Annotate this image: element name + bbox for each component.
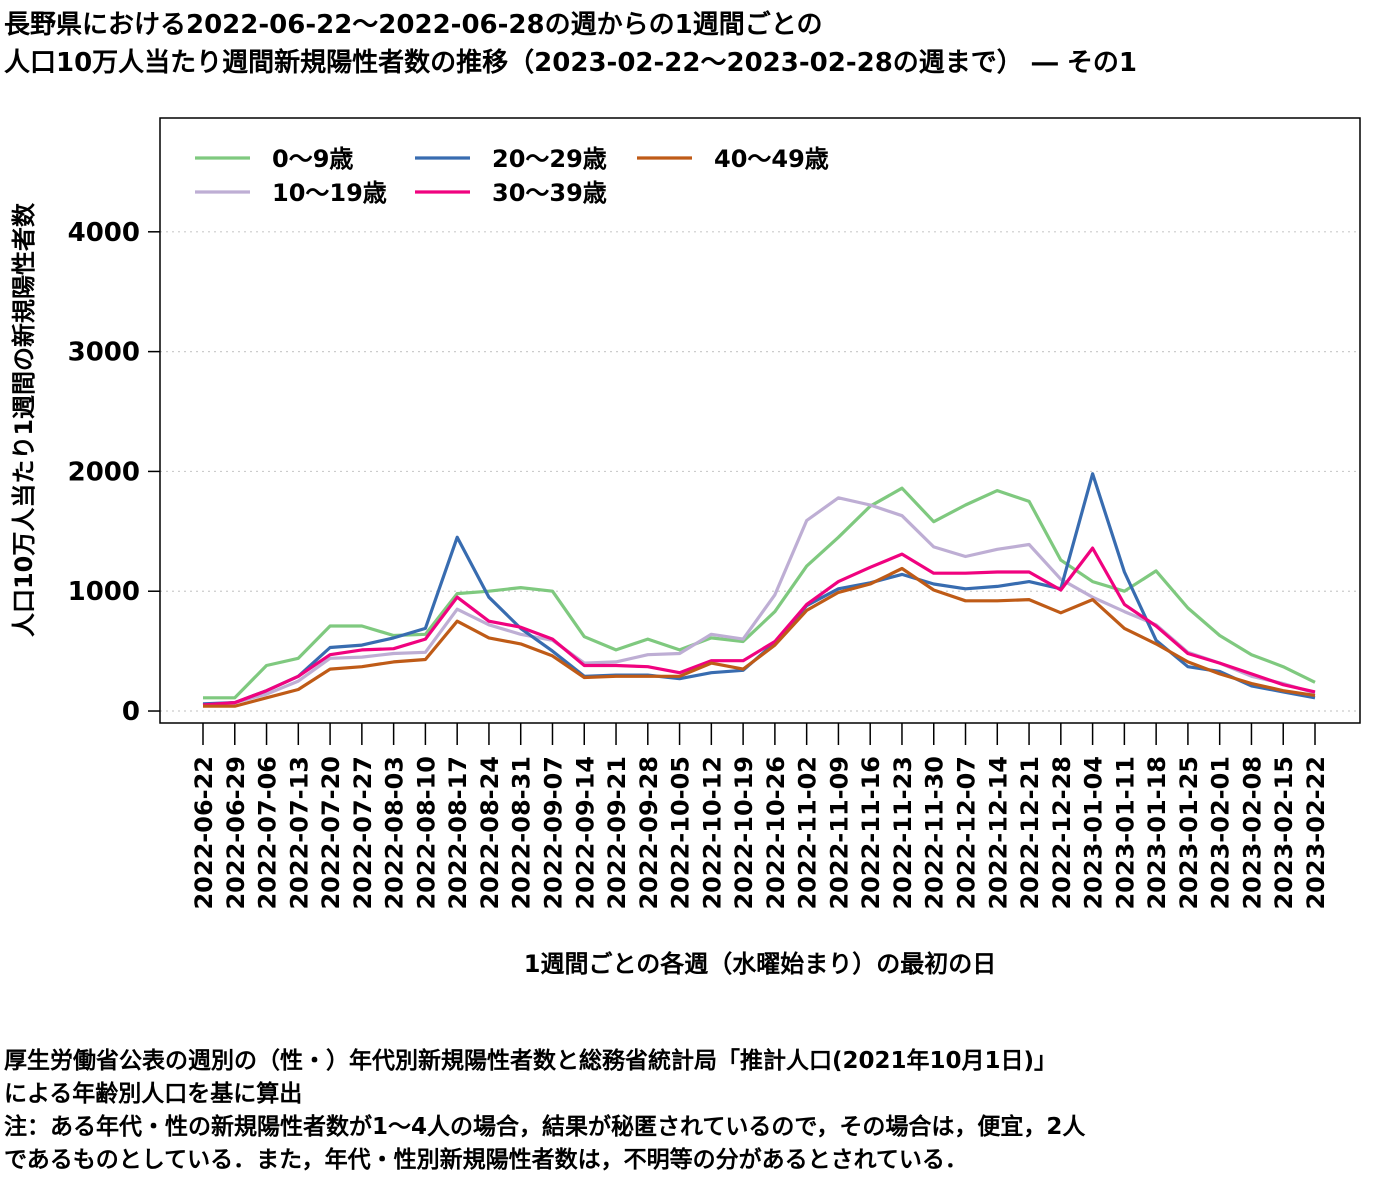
series-line: [203, 486, 1316, 700]
chart-title-line1: 長野県における2022-06-22～2022-06-28の週からの1週間ごとの: [4, 10, 823, 40]
y-axis: 0 1000 2000 3000 4000: [68, 218, 160, 727]
x-tick-label: 2022-10-19: [730, 756, 758, 910]
x-tick-label: 2023-01-04: [1080, 756, 1108, 910]
x-tick-label: 2022-11-16: [857, 756, 885, 910]
x-tick-label: 2022-10-26: [762, 756, 790, 910]
legend-label: 10～19歳: [272, 179, 387, 207]
note-line-2: による年齢別人口を基に算出: [4, 1081, 303, 1107]
x-tick-label: 2022-11-30: [921, 756, 949, 910]
x-tick-label: 2022-11-02: [794, 756, 822, 910]
x-tick-label: 2022-09-07: [539, 756, 567, 910]
legend-label: 20～29歳: [492, 145, 607, 173]
x-tick-label: 2023-01-18: [1143, 756, 1171, 910]
x-axis-label: 1週間ごとの各週（水曜始まり）の最初の日: [524, 950, 996, 978]
series-line: [203, 566, 1316, 708]
x-tick-label: 2022-06-29: [222, 756, 250, 910]
y-tick-label: 2000: [68, 457, 140, 487]
x-tick-label: 2023-01-11: [1111, 756, 1139, 910]
series-line: [202, 546, 1316, 707]
x-tick-label: 2022-12-14: [984, 756, 1012, 910]
legend: 0～9歳 10～19歳 20～29歳 30～39歳 40～49歳: [195, 145, 829, 207]
legend-label: 40～49歳: [714, 145, 829, 173]
x-tick-label: 2022-08-10: [412, 756, 440, 910]
note-line-3: 注：ある年代・性の新規陽性者数が1～4人の場合，結果が秘匿されているので，その場…: [4, 1114, 1086, 1140]
x-tick-label: 2022-08-24: [476, 756, 504, 910]
x-axis: 2022-06-22 2022-06-29 2022-07-06 2022-07-13…: [190, 723, 1330, 910]
legend-label: 0～9歳: [272, 145, 353, 173]
x-tick-label: 2022-09-14: [571, 756, 599, 910]
x-tick-label: 2022-12-21: [1016, 756, 1044, 910]
x-tick-label: 2022-08-31: [508, 756, 536, 910]
x-tick-label: 2022-07-20: [317, 756, 345, 910]
y-tick-label: 3000: [68, 338, 140, 368]
x-tick-label: 2022-10-05: [667, 756, 695, 910]
series-lines: [202, 472, 1316, 708]
note-line-4: であるものとしている．また，年代・性別新規陽性者数は，不明等の分があるとされてい…: [4, 1147, 968, 1173]
x-tick-label: 2022-07-27: [349, 756, 377, 910]
x-tick-label: 2022-07-06: [254, 756, 282, 910]
x-tick-label: 2022-10-12: [698, 756, 726, 910]
chart-title-line2: 人口10万人当たり週間新規陽性者数の推移（2023-02-22～2023-02-…: [4, 48, 1137, 78]
x-tick-label: 2022-09-21: [603, 756, 631, 910]
y-tick-label: 0: [122, 697, 140, 727]
legend-label: 30～39歳: [492, 179, 607, 207]
y-axis-label: 人口10万人当たり1週間の新規陽性者数: [10, 202, 38, 637]
plot-frame: [159, 117, 1361, 724]
x-tick-label: 2023-02-08: [1238, 756, 1266, 910]
x-tick-label: 2023-02-15: [1270, 756, 1298, 910]
series-line: [202, 472, 1316, 706]
x-tick-label: 2023-02-01: [1207, 756, 1235, 910]
x-tick-label: 2022-08-03: [381, 756, 409, 910]
x-tick-label: 2022-08-17: [444, 756, 472, 910]
x-tick-label: 2022-09-28: [635, 756, 663, 910]
series-line: [202, 496, 1316, 707]
y-tick-label: 4000: [68, 218, 140, 248]
note-line-1: 厚生労働省公表の週別の（性・）年代別新規陽性者数と総務省統計局「推計人口(202…: [4, 1048, 1058, 1074]
x-tick-label: 2022-07-13: [285, 756, 313, 910]
x-tick-label: 2023-01-25: [1175, 756, 1203, 910]
x-tick-label: 2022-12-07: [953, 756, 981, 910]
x-tick-label: 2022-11-23: [889, 756, 917, 910]
x-tick-label: 2022-06-22: [190, 756, 218, 910]
x-tick-label: 2023-02-22: [1302, 756, 1330, 910]
x-tick-label: 2022-12-28: [1048, 756, 1076, 910]
x-tick-label: 2022-11-09: [825, 756, 853, 910]
y-tick-label: 1000: [68, 577, 140, 607]
gridlines: [160, 231, 1360, 712]
